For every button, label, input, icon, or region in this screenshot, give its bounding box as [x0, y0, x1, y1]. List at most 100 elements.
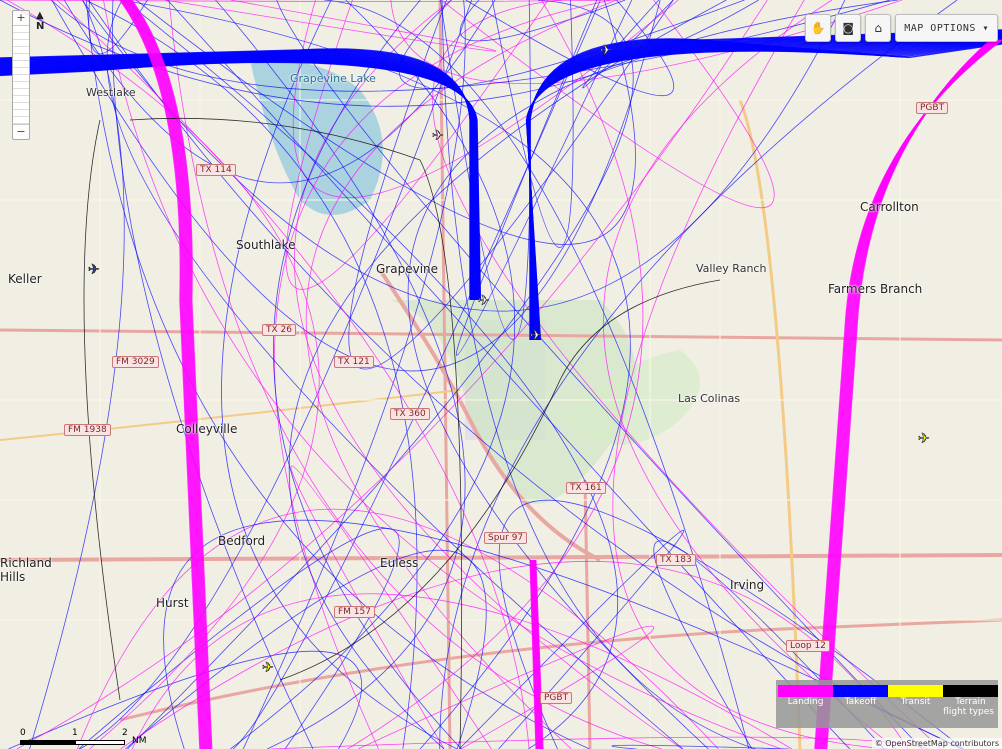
- landing-track: [825, 39, 992, 749]
- legend-label: Terrain: [955, 697, 986, 707]
- road-shield: TX 161: [566, 482, 606, 494]
- zoom-in-button[interactable]: +: [16, 11, 26, 24]
- place-label: Las Colinas: [678, 392, 741, 405]
- landing-track: [125, 0, 208, 749]
- road-shield: FM 157: [334, 606, 375, 618]
- place-label: Southlake: [236, 238, 296, 252]
- aircraft-icon[interactable]: ✈: [478, 293, 490, 310]
- takeoff-track: [276, 0, 923, 749]
- takeoff-track: [8, 650, 363, 749]
- takeoff-track: [527, 36, 1002, 341]
- zoom-out-button[interactable]: −: [16, 125, 26, 138]
- aircraft-icon[interactable]: ✈: [600, 43, 612, 60]
- takeoff-track: [491, 0, 574, 248]
- takeoff-track: [233, 0, 601, 749]
- landing-track: [285, 0, 549, 290]
- landing-track: [122, 0, 205, 749]
- takeoff-track: [527, 36, 1002, 341]
- takeoff-track: [526, 39, 1002, 341]
- aircraft-icon[interactable]: ✈: [432, 128, 444, 145]
- road-shield: FM 1938: [64, 424, 111, 436]
- legend-swatch-landing: [778, 685, 833, 697]
- landing-track: [6, 0, 320, 749]
- hand-icon: ✋: [810, 21, 826, 35]
- legend-label: Transit: [900, 697, 931, 707]
- landing-track: [292, 0, 679, 198]
- aircraft-icon[interactable]: ✈: [530, 328, 542, 345]
- screenshot-button[interactable]: ◙: [835, 14, 862, 42]
- landing-track: [130, 0, 212, 749]
- home-button[interactable]: ⌂: [865, 14, 892, 42]
- place-label: Valley Ranch: [696, 262, 767, 275]
- takeoff-track: [526, 38, 1002, 341]
- landing-track: [823, 39, 994, 749]
- road-shield: TX 114: [196, 164, 236, 176]
- landing-track: [535, 559, 544, 749]
- takeoff-track: [127, 0, 634, 749]
- place-label: Richland Hills: [0, 556, 52, 584]
- landing-track: [164, 0, 497, 52]
- scale-label: 2: [122, 728, 128, 738]
- landing-track: [357, 625, 654, 749]
- takeoff-track: [439, 0, 958, 749]
- takeoff-track: [242, 0, 466, 749]
- aircraft-icon[interactable]: ✈: [918, 431, 930, 448]
- takeoff-track: [81, 0, 846, 312]
- park-area: [390, 300, 636, 504]
- takeoff-track: [582, 0, 674, 89]
- takeoff-track: [85, 0, 590, 749]
- aircraft-icon[interactable]: ✈: [88, 262, 100, 279]
- road-shield: PGBT: [540, 692, 573, 704]
- terrain-track: [129, 117, 463, 749]
- landing-track: [825, 39, 991, 749]
- takeoff-track: [288, 0, 727, 749]
- flight-types-legend: Landing Takeoff Transit Terrain flight t…: [776, 680, 998, 728]
- map-attribution[interactable]: © OpenStreetMap contributors: [871, 738, 1002, 749]
- takeoff-track: [29, 0, 125, 749]
- place-label: Irving: [730, 578, 765, 592]
- takeoff-track: [230, 0, 515, 749]
- map-toolbar: ✋ ◙ ⌂ MAP OPTIONS ▾: [805, 14, 998, 42]
- home-icon: ⌂: [874, 21, 883, 35]
- takeoff-track: [79, 0, 473, 749]
- map-options-button[interactable]: MAP OPTIONS ▾: [895, 14, 998, 42]
- zoom-slider[interactable]: [13, 25, 29, 125]
- landing-track: [305, 0, 617, 749]
- landing-track: [612, 0, 889, 749]
- takeoff-track: [456, 0, 633, 356]
- aircraft-icon[interactable]: ✈: [262, 660, 274, 677]
- terrain-track: [279, 279, 721, 681]
- takeoff-track: [498, 500, 964, 749]
- landing-track: [347, 0, 644, 749]
- landing-track: [0, 0, 621, 2]
- legend-label: Landing: [787, 697, 824, 707]
- legend-swatch-terrain: [943, 685, 998, 697]
- takeoff-track: [525, 43, 1002, 341]
- takeoff-track: [527, 35, 1002, 341]
- pan-hand-button[interactable]: ✋: [805, 14, 832, 42]
- road-shield: TX 26: [262, 324, 296, 336]
- scale-label: 0: [20, 728, 26, 738]
- road-shield: TX 360: [390, 408, 430, 420]
- takeoff-track: [526, 41, 1002, 341]
- takeoff-track: [529, 30, 1002, 341]
- takeoff-track: [528, 33, 1002, 341]
- takeoff-track: [273, 0, 462, 749]
- legend-labels: Landing Takeoff Transit Terrain: [778, 697, 998, 707]
- landing-track: [119, 0, 201, 749]
- landing-track: [126, 0, 208, 749]
- legend-color-bars: [778, 685, 998, 697]
- place-label: Bedford: [218, 534, 266, 548]
- scale-bar-black: [20, 740, 125, 745]
- landing-track: [124, 0, 207, 749]
- scale-bar-white: [75, 740, 125, 745]
- takeoff-track: [324, 0, 750, 749]
- landing-track: [123, 0, 206, 749]
- takeoff-track: [221, 0, 458, 749]
- takeoff-track: [526, 41, 1002, 341]
- takeoff-track: [527, 38, 1002, 341]
- legend-swatch-takeoff: [833, 685, 888, 697]
- takeoff-track: [527, 35, 1002, 341]
- landing-track: [16, 0, 768, 749]
